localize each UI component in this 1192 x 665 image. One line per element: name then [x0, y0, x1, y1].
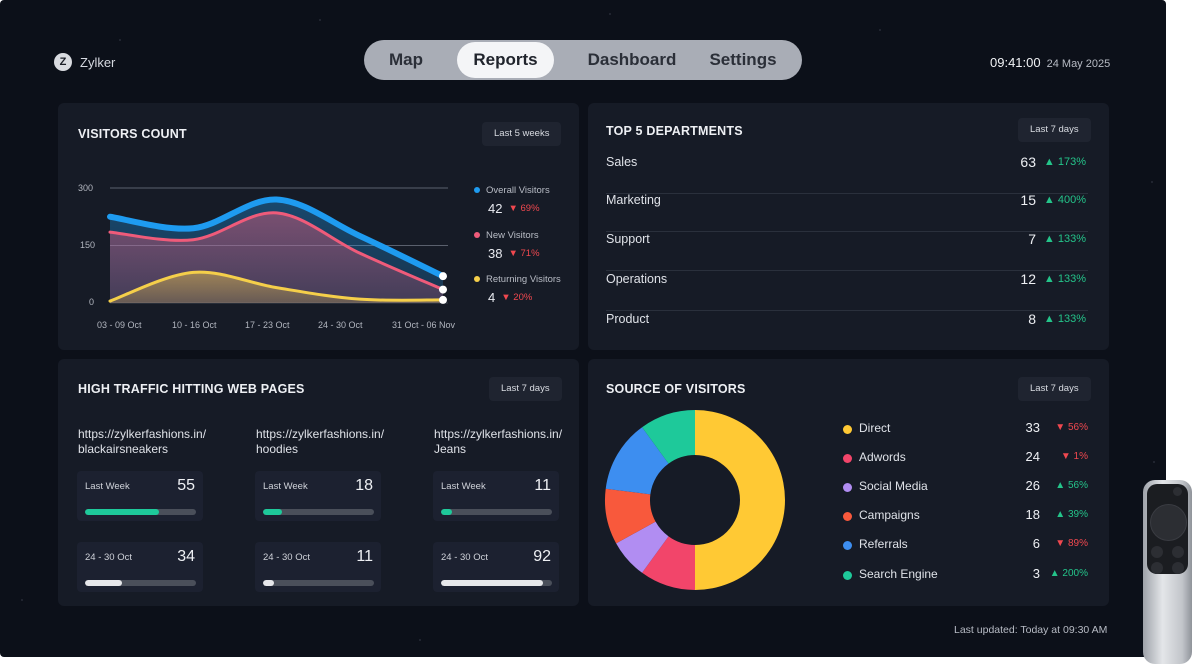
department-row: Sales 63 ▲ 173%	[606, 154, 1088, 194]
legend-new-value: 38 ▼ 71%	[488, 246, 540, 261]
page-url[interactable]: https://zylkerfashions.in/ Jeans	[434, 427, 563, 456]
progress-bar	[85, 580, 196, 586]
visitors-range-chip[interactable]: Last 5 weeks	[482, 122, 562, 146]
series-end-point	[439, 272, 447, 281]
progress-bar	[263, 509, 374, 515]
donut-slice	[616, 521, 669, 573]
returning-dot-icon	[474, 276, 480, 283]
y-tick-300: 300	[78, 183, 94, 193]
department-row: Support 7 ▲ 133%	[606, 231, 1088, 271]
social-dot-icon	[843, 483, 852, 492]
departments-title: TOP 5 DEPARTMENTS	[606, 124, 743, 138]
app-logo: Z Zylker	[54, 53, 115, 71]
tab-dashboard[interactable]: Dashboard	[587, 50, 677, 69]
campaigns-dot-icon	[843, 512, 852, 521]
source-row: Social Media 26 ▲ 56%	[843, 478, 1088, 498]
legend-returning-label: Returning Visitors	[474, 274, 561, 285]
page-week-card: Last Week 55	[77, 471, 203, 521]
legend-overall-value: 42 ▼ 69%	[488, 201, 540, 216]
clock-time: 09:41:00	[990, 55, 1041, 70]
page-url[interactable]: https://zylkerfashions.in/ blackairsneak…	[78, 427, 207, 456]
progress-bar	[85, 509, 196, 515]
clock: 09:41:00 24 May 2025	[990, 55, 1110, 70]
page-url[interactable]: https://zylkerfashions.in/ hoodies	[256, 427, 385, 456]
x-tick-5: 31 Oct - 06 Nov	[392, 320, 456, 330]
zylker-logo-icon: Z	[54, 53, 72, 71]
last-updated: Last updated: Today at 09:30 AM	[954, 624, 1108, 636]
departments-panel	[588, 103, 1109, 350]
tv-remote-icon	[1143, 480, 1192, 664]
page-prev-card: 24 - 30 Oct 92	[433, 542, 559, 592]
remote-play-icon	[1151, 562, 1163, 574]
source-row: Direct 33 ▼ 56%	[843, 420, 1088, 440]
remote-volume-icon	[1172, 562, 1184, 574]
x-tick-3: 17 - 23 Oct	[245, 320, 290, 330]
department-row: Product 8 ▲ 133%	[606, 311, 1086, 327]
series-end-point	[439, 295, 447, 304]
top-nav: Map Reports Dashboard Settings	[364, 40, 802, 80]
remote-tv-icon	[1172, 546, 1184, 558]
sources-donut-chart	[605, 410, 785, 590]
direct-dot-icon	[843, 425, 852, 434]
adwords-dot-icon	[843, 454, 852, 463]
tab-reports[interactable]: Reports	[457, 42, 554, 78]
series-line	[108, 211, 445, 292]
department-row: Operations 12 ▲ 133%	[606, 271, 1088, 311]
legend-new-label: New Visitors	[474, 230, 539, 241]
donut-slice	[605, 427, 669, 495]
donut-slice	[642, 410, 695, 464]
progress-bar	[441, 580, 552, 586]
legend-overall-label: Overall Visitors	[474, 185, 550, 196]
source-row: Search Engine 3 ▲ 200%	[843, 566, 1088, 586]
app-name: Zylker	[80, 54, 116, 70]
page-week-card: Last Week 18	[255, 471, 381, 521]
series-end-point	[439, 285, 447, 294]
page-week-card: Last Week 11	[433, 471, 559, 521]
remote-power-icon	[1173, 487, 1182, 496]
visitors-title: VISITORS COUNT	[78, 127, 187, 141]
sources-range-chip[interactable]: Last 7 days	[1018, 377, 1091, 401]
donut-slice	[605, 488, 656, 544]
donut-slice	[642, 536, 695, 590]
new-dot-icon	[474, 232, 480, 239]
donut-slice	[695, 410, 785, 590]
series-area	[110, 272, 443, 303]
tab-map[interactable]: Map	[389, 50, 423, 69]
overall-dot-icon	[474, 187, 480, 194]
x-tick-4: 24 - 30 Oct	[318, 320, 363, 330]
source-row: Campaigns 18 ▲ 39%	[843, 507, 1088, 527]
source-row: Referrals 6 ▼ 89%	[843, 536, 1088, 556]
series-line	[107, 196, 446, 280]
sources-title: SOURCE OF VISITORS	[606, 382, 746, 396]
clock-date: 24 May 2025	[1046, 58, 1111, 70]
tab-settings[interactable]: Settings	[709, 50, 777, 69]
department-row: Marketing 15 ▲ 400%	[606, 192, 1088, 232]
x-tick-2: 10 - 16 Oct	[172, 320, 217, 330]
referrals-dot-icon	[843, 541, 852, 550]
remote-back-icon	[1151, 546, 1163, 558]
search-dot-icon	[843, 571, 852, 580]
pages-range-chip[interactable]: Last 7 days	[489, 377, 562, 401]
page-prev-card: 24 - 30 Oct 11	[255, 542, 381, 592]
dashboard-screen: Z Zylker Map Reports Dashboard Settings …	[0, 0, 1166, 657]
progress-bar	[263, 580, 374, 586]
legend-returning-value: 4 ▼ 20%	[488, 290, 533, 305]
source-row: Adwords 24 ▼ 1%	[843, 449, 1088, 469]
pages-title: HIGH TRAFFIC HITTING WEB PAGES	[78, 382, 305, 396]
visitors-area-chart	[107, 187, 448, 304]
remote-clickpad-icon	[1150, 504, 1187, 541]
y-tick-150: 150	[80, 240, 96, 250]
page-prev-card: 24 - 30 Oct 34	[77, 542, 203, 592]
series-line	[108, 270, 445, 303]
x-tick-1: 03 - 09 Oct	[97, 320, 142, 330]
progress-bar	[441, 509, 552, 515]
y-tick-0: 0	[89, 297, 95, 307]
departments-range-chip[interactable]: Last 7 days	[1018, 118, 1091, 142]
